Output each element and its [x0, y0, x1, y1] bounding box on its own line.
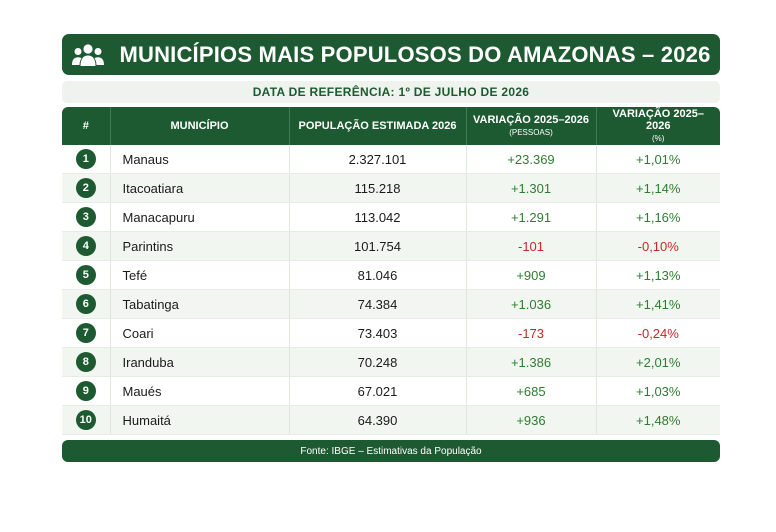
page-title: MUNICÍPIOS MAIS POPULOSOS DO AMAZONAS – …: [119, 41, 711, 67]
table-row: 9 Maués 67.021 +685 +1,03%: [62, 376, 720, 406]
pct-change-cell: -0,24%: [596, 318, 720, 348]
header-city: MUNICÍPIO: [110, 107, 290, 145]
people-group-icon: [72, 43, 105, 66]
table-row: 10 Humaitá 64.390 +936 +1,48%: [62, 405, 720, 435]
table-row: 4 Parintins 101.754 -101 -0,10%: [62, 231, 720, 261]
header-pct-change-label: VARIAÇÃO 2025–2026: [612, 107, 705, 132]
rank-badge: 4: [75, 236, 96, 256]
abs-change-cell: +685: [466, 376, 597, 406]
city-cell: Tefé: [110, 260, 290, 290]
population-cell: 115.218: [289, 173, 467, 203]
abs-change-cell: -101: [466, 231, 597, 261]
rank-cell: 9: [62, 376, 111, 406]
rank-badge: 2: [75, 178, 96, 198]
header-abs-change: VARIAÇÃO 2025–2026 (PESSOAS): [466, 107, 597, 145]
city-cell: Coari: [110, 318, 290, 348]
pct-change-cell: +1,48%: [596, 405, 720, 435]
header-abs-change-label: VARIAÇÃO 2025–2026: [473, 113, 589, 126]
pct-change-cell: +2,01%: [596, 347, 720, 377]
title-bar: MUNICÍPIOS MAIS POPULOSOS DO AMAZONAS – …: [62, 34, 720, 75]
rank-badge: 8: [75, 352, 96, 372]
rank-badge: 7: [75, 323, 96, 343]
rank-cell: 4: [62, 231, 111, 261]
abs-change-cell: +23.369: [466, 145, 597, 174]
city-cell: Iranduba: [110, 347, 290, 377]
population-cell: 67.021: [289, 376, 467, 406]
pct-change-cell: +1,01%: [596, 145, 720, 174]
rank-cell: 10: [62, 405, 111, 435]
pct-change-cell: +1,41%: [596, 289, 720, 319]
population-cell: 70.248: [289, 347, 467, 377]
city-cell: Humaitá: [110, 405, 290, 435]
population-cell: 73.403: [289, 318, 467, 348]
city-cell: Manaus: [110, 145, 290, 174]
infographic: MUNICÍPIOS MAIS POPULOSOS DO AMAZONAS – …: [62, 34, 720, 462]
table-row: 6 Tabatinga 74.384 +1.036 +1,41%: [62, 289, 720, 319]
city-cell: Parintins: [110, 231, 290, 261]
city-cell: Manacapuru: [110, 202, 290, 232]
population-cell: 64.390: [289, 405, 467, 435]
population-cell: 74.384: [289, 289, 467, 319]
rank-badge: 9: [75, 381, 96, 401]
pct-change-cell: +1,13%: [596, 260, 720, 290]
pct-change-cell: +1,14%: [596, 173, 720, 203]
rank-badge: 3: [75, 207, 96, 227]
pct-change-cell: +1,16%: [596, 202, 720, 232]
rank-cell: 1: [62, 145, 111, 174]
abs-change-cell: +1.386: [466, 347, 597, 377]
header-pct-change-sub: (%): [652, 133, 665, 143]
population-table: # MUNICÍPIO POPULAÇÃO ESTIMADA 2026 VARI…: [62, 107, 720, 435]
rank-badge: 1: [75, 149, 96, 169]
table-row: 3 Manacapuru 113.042 +1.291 +1,16%: [62, 202, 720, 232]
abs-change-cell: +909: [466, 260, 597, 290]
rank-cell: 8: [62, 347, 111, 377]
rank-cell: 2: [62, 173, 111, 203]
rank-badge: 5: [75, 265, 96, 285]
population-cell: 81.046: [289, 260, 467, 290]
population-cell: 101.754: [289, 231, 467, 261]
rank-cell: 6: [62, 289, 111, 319]
pct-change-cell: -0,10%: [596, 231, 720, 261]
city-cell: Itacoatiara: [110, 173, 290, 203]
table-row: 1 Manaus 2.327.101 +23.369 +1,01%: [62, 145, 720, 174]
header-population: POPULAÇÃO ESTIMADA 2026: [289, 107, 467, 145]
city-cell: Maués: [110, 376, 290, 406]
table-row: 7 Coari 73.403 -173 -0,24%: [62, 318, 720, 348]
header-abs-change-sub: (PESSOAS): [509, 127, 553, 137]
table-row: 2 Itacoatiara 115.218 +1.301 +1,14%: [62, 173, 720, 203]
source-footer: Fonte: IBGE – Estimativas da População: [62, 440, 720, 462]
rank-badge: 6: [75, 294, 96, 314]
rank-cell: 7: [62, 318, 111, 348]
abs-change-cell: +936: [466, 405, 597, 435]
abs-change-cell: -173: [466, 318, 597, 348]
reference-date: DATA DE REFERÊNCIA: 1º DE JULHO DE 2026: [62, 81, 720, 103]
city-cell: Tabatinga: [110, 289, 290, 319]
abs-change-cell: +1.291: [466, 202, 597, 232]
abs-change-cell: +1.301: [466, 173, 597, 203]
header-pct-change: VARIAÇÃO 2025–2026 (%): [596, 107, 720, 145]
table-row: 5 Tefé 81.046 +909 +1,13%: [62, 260, 720, 290]
population-cell: 2.327.101: [289, 145, 467, 174]
table-header-row: # MUNICÍPIO POPULAÇÃO ESTIMADA 2026 VARI…: [62, 107, 720, 145]
table-row: 8 Iranduba 70.248 +1.386 +2,01%: [62, 347, 720, 377]
pct-change-cell: +1,03%: [596, 376, 720, 406]
rank-badge: 10: [75, 410, 96, 430]
population-cell: 113.042: [289, 202, 467, 232]
abs-change-cell: +1.036: [466, 289, 597, 319]
rank-cell: 3: [62, 202, 111, 232]
header-rank: #: [62, 107, 111, 145]
rank-cell: 5: [62, 260, 111, 290]
